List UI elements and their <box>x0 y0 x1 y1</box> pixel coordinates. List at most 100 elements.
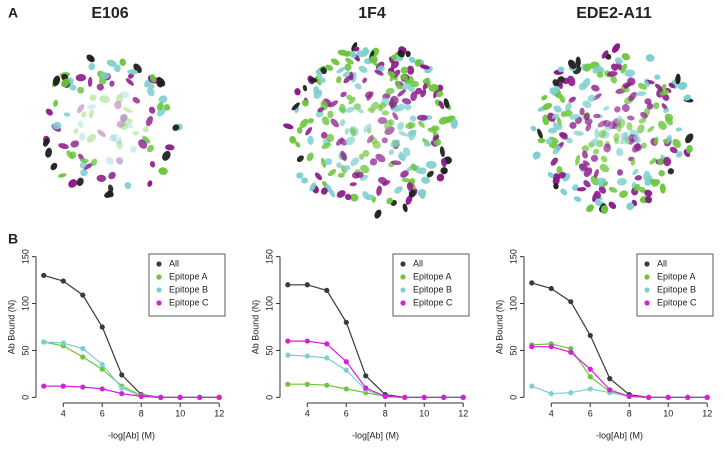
antibody-blob <box>124 118 133 125</box>
legend-label: All <box>657 258 667 268</box>
antibody-blob <box>86 54 95 63</box>
antibody-blob <box>644 189 653 197</box>
antibody-blob <box>659 89 670 96</box>
antibody-blob <box>381 110 390 116</box>
series-line <box>287 383 464 398</box>
antibody-blob <box>91 158 98 167</box>
antibody-blob <box>410 163 418 172</box>
antibody-blob <box>406 131 416 138</box>
data-point <box>529 280 535 286</box>
antibody-blob <box>172 124 180 131</box>
data-point <box>704 394 710 400</box>
legend-box <box>392 253 470 317</box>
data-point <box>607 387 613 393</box>
x-tick-label: 8 <box>139 408 144 418</box>
antibody-blob <box>669 146 678 154</box>
antibody-blob <box>350 127 356 137</box>
antibody-blob <box>630 158 636 166</box>
antibody-blob <box>601 50 609 59</box>
antibody-blob <box>450 118 458 129</box>
antibody-blob <box>149 74 157 83</box>
antibody-blob <box>388 149 395 156</box>
antibody-blob <box>620 63 628 74</box>
antibody-blob <box>545 138 553 145</box>
antibody-blob <box>320 131 328 139</box>
legend-swatch <box>644 274 650 280</box>
antibody-blob <box>163 104 171 111</box>
antibody-blob <box>119 156 124 165</box>
antibody-blob <box>289 135 297 144</box>
antibody-blob <box>130 145 137 153</box>
data-point <box>587 386 593 392</box>
antibody-blob <box>541 94 548 101</box>
antibody-blob <box>355 171 364 179</box>
antibody-blob <box>619 136 629 145</box>
y-tick-label: 100 <box>508 296 518 311</box>
antibody-blob <box>417 189 427 197</box>
data-point <box>421 394 427 400</box>
antibody-blob <box>108 171 116 180</box>
data-point <box>343 367 349 373</box>
data-point <box>138 393 144 400</box>
antibody-blob <box>382 180 391 186</box>
chart-title: EDE2-A11 <box>576 5 652 22</box>
antibody-blob <box>97 129 106 138</box>
antibody-blob <box>340 150 347 161</box>
antibody-blob <box>309 182 317 192</box>
antibody-blob <box>677 81 688 90</box>
antibody-blob <box>576 187 587 192</box>
antibody-blob <box>374 69 384 76</box>
antibody-blob <box>115 157 123 165</box>
data-point <box>568 349 574 355</box>
legend-swatch <box>156 287 162 293</box>
antibody-blob <box>371 196 376 203</box>
antibody-blob <box>569 121 577 129</box>
data-point <box>119 385 125 391</box>
antibody-blob <box>409 80 419 88</box>
antibody-blob <box>626 122 633 131</box>
antibody-blob <box>336 162 342 169</box>
x-tick-label: 4 <box>305 408 310 418</box>
data-point <box>119 391 125 397</box>
x-axis-label: -log[Ab] (M) <box>108 430 155 440</box>
antibody-blob <box>628 91 637 102</box>
data-point <box>158 394 164 400</box>
data-point <box>382 393 388 400</box>
antibody-blob <box>114 100 122 110</box>
chart-title: E106 <box>91 5 128 22</box>
antibody-blob <box>426 78 431 88</box>
antibody-blob <box>675 73 681 85</box>
antibody-blob <box>649 157 657 165</box>
antibody-blob <box>645 196 653 204</box>
antibody-blob <box>377 117 388 125</box>
antibody-blob <box>345 57 354 65</box>
legend-swatch <box>644 300 650 306</box>
antibody-blob <box>553 183 559 190</box>
antibody-blob <box>616 169 623 176</box>
antibody-blob <box>376 185 382 196</box>
antibody-blob <box>616 115 623 123</box>
antibody-blob <box>88 109 94 119</box>
y-axis-label: Ab Bound (N) <box>6 300 16 355</box>
data-point <box>99 324 105 330</box>
data-point <box>80 354 86 360</box>
antibody-blob <box>552 145 561 155</box>
antibody-blob <box>138 139 148 149</box>
antibody-blob <box>86 133 96 143</box>
series-line <box>531 343 708 398</box>
antibody-blob <box>559 94 566 104</box>
data-point <box>587 366 593 372</box>
antibody-blob <box>351 42 358 52</box>
antibody-blob <box>675 151 683 158</box>
antibody-blob <box>364 91 373 99</box>
data-point <box>304 338 310 344</box>
antibody-blob <box>125 78 134 86</box>
data-point <box>197 394 203 400</box>
antibody-blob <box>321 187 328 195</box>
legend-swatch <box>156 274 162 280</box>
antibody-blob <box>336 67 346 74</box>
antibody-blob <box>558 172 567 179</box>
data-point <box>99 366 105 372</box>
y-tick-label: 150 <box>20 249 30 264</box>
antibody-blob <box>142 135 151 144</box>
